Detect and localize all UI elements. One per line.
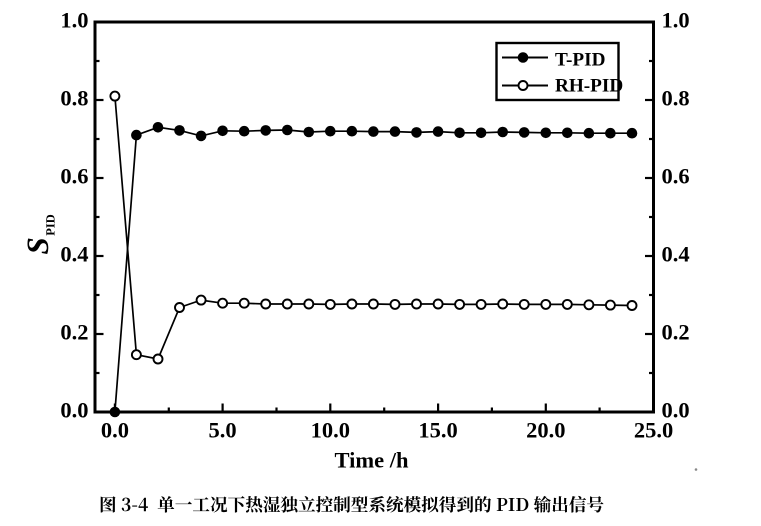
- svg-text:0.4: 0.4: [60, 242, 88, 267]
- svg-text:25.0: 25.0: [634, 418, 673, 443]
- svg-text:0.0: 0.0: [101, 418, 129, 443]
- svg-text:0.2: 0.2: [60, 320, 88, 345]
- svg-text:0.6: 0.6: [60, 164, 88, 189]
- svg-text:Time /h: Time /h: [335, 448, 409, 473]
- svg-text:0.6: 0.6: [662, 164, 690, 189]
- svg-text:20.0: 20.0: [526, 418, 565, 443]
- svg-text:0.4: 0.4: [662, 242, 690, 267]
- svg-text:0.0: 0.0: [662, 398, 690, 423]
- svg-text:1.0: 1.0: [662, 8, 690, 33]
- svg-text:5.0: 5.0: [209, 418, 237, 443]
- svg-text:10.0: 10.0: [311, 418, 350, 443]
- svg-text:1.0: 1.0: [60, 8, 88, 33]
- svg-text:0.0: 0.0: [60, 398, 88, 423]
- svg-text:T-PID: T-PID: [555, 50, 605, 71]
- svg-text:0.2: 0.2: [662, 320, 690, 345]
- svg-text:0.8: 0.8: [662, 86, 690, 111]
- svg-text:RH-PID: RH-PID: [555, 76, 623, 97]
- svg-text:15.0: 15.0: [418, 418, 457, 443]
- svg-text:0.8: 0.8: [60, 86, 88, 111]
